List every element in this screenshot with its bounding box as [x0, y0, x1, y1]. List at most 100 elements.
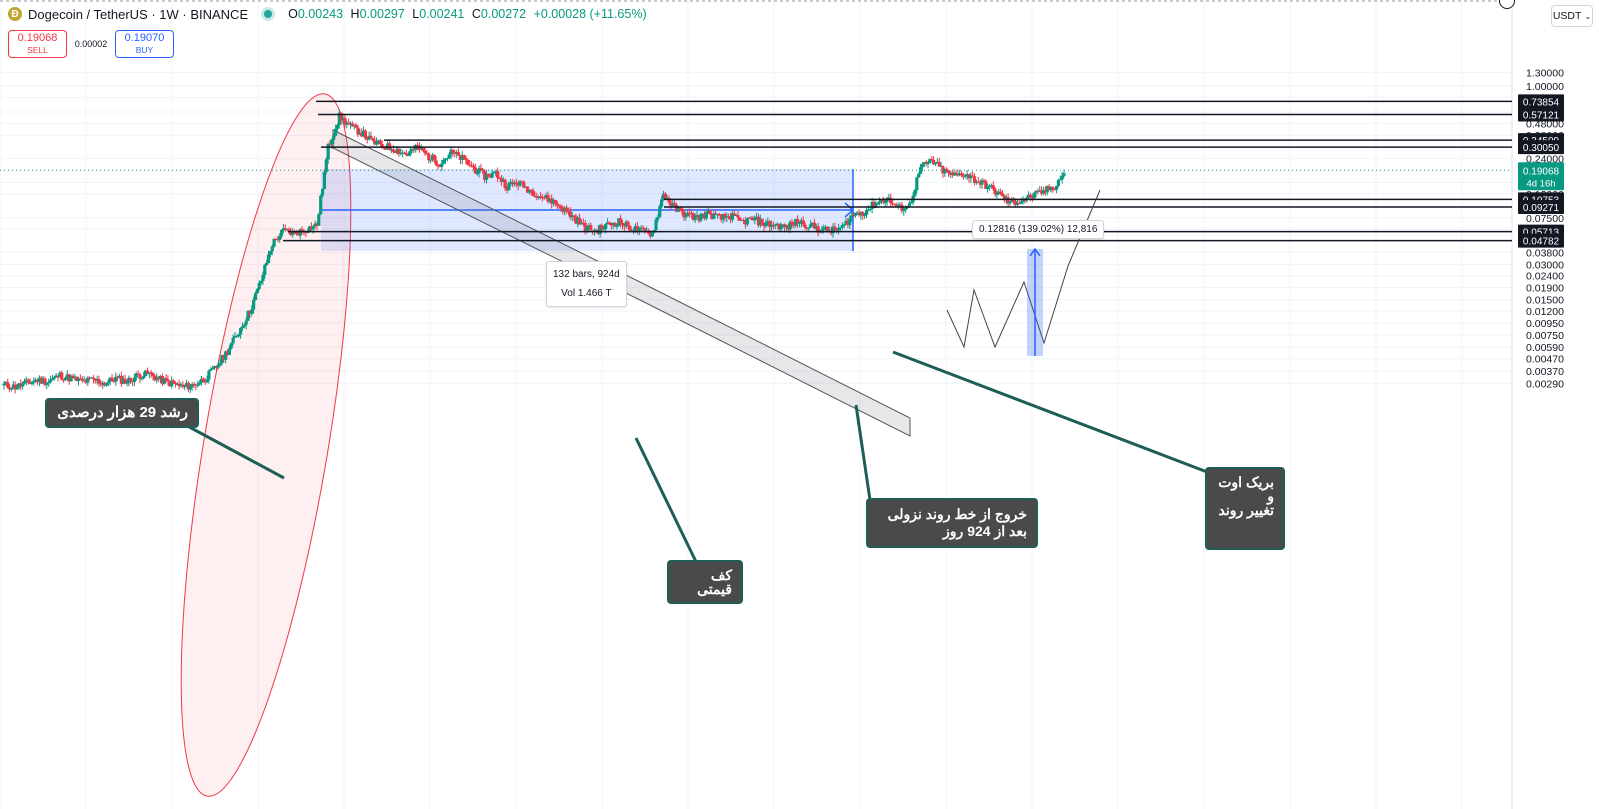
candle-body	[354, 124, 358, 128]
candle	[930, 155, 934, 161]
candle	[643, 227, 647, 234]
candle-body	[924, 162, 928, 164]
candle	[548, 198, 552, 204]
close-value: 0.00272	[480, 7, 527, 21]
candle-body	[272, 238, 276, 247]
candle-body	[891, 203, 895, 205]
symbol-title[interactable]: Dogecoin / TetherUS · 1W · BINANCE	[28, 6, 249, 22]
candle	[11, 380, 15, 390]
candle	[224, 350, 228, 364]
candle	[4, 381, 8, 386]
candle	[309, 222, 313, 231]
candle	[76, 376, 81, 386]
candle	[71, 373, 75, 379]
candle-body	[211, 367, 215, 370]
candle	[935, 158, 939, 164]
candle	[1038, 186, 1042, 193]
candle	[291, 228, 295, 238]
candle	[91, 374, 96, 384]
candle-body	[753, 217, 757, 221]
candle	[529, 189, 533, 196]
y-tick-label: 1.00000	[1526, 81, 1564, 93]
candle-body	[1041, 190, 1046, 194]
candle	[62, 379, 66, 383]
candle	[352, 124, 356, 130]
candle	[812, 218, 816, 230]
candle	[566, 207, 571, 216]
candle	[941, 165, 945, 178]
candle	[971, 171, 975, 177]
candle-body	[926, 163, 930, 165]
candle-body	[171, 380, 176, 383]
candle	[32, 377, 36, 386]
candle-body	[143, 370, 148, 377]
candle-body	[447, 154, 451, 158]
candle-body	[432, 154, 436, 161]
candle	[922, 161, 926, 168]
candle	[276, 235, 280, 243]
candle-body	[708, 210, 712, 215]
candle-body	[989, 185, 993, 187]
candle	[138, 372, 142, 384]
candle	[755, 212, 759, 221]
candle-body	[71, 376, 75, 378]
candle	[313, 220, 317, 229]
candle	[216, 361, 220, 370]
candle	[650, 231, 654, 237]
candle-body	[343, 117, 347, 125]
candle	[846, 217, 850, 228]
y-tick-label: 0.00290	[1526, 378, 1564, 390]
buy-button[interactable]: 0.19070 BUY	[115, 30, 174, 58]
candle	[1012, 197, 1016, 206]
candle	[958, 169, 962, 177]
y-tick-label: 0.03000	[1526, 259, 1564, 271]
candle	[907, 200, 911, 207]
candle-body	[997, 191, 1001, 194]
candle	[272, 238, 276, 248]
candle-body	[445, 157, 449, 159]
y-tick-label: 0.00370	[1526, 366, 1564, 378]
candle-body	[615, 225, 619, 227]
candle	[101, 380, 105, 389]
candle	[773, 223, 777, 230]
candle	[209, 366, 213, 371]
candle	[142, 371, 146, 380]
candle	[121, 375, 125, 385]
candle-body	[406, 154, 410, 156]
candle-body	[56, 375, 60, 378]
candle	[769, 220, 774, 231]
current-price-label: 0.19068	[1523, 166, 1560, 177]
candle-body	[63, 377, 68, 380]
y-tick-label: 0.48000	[1526, 118, 1564, 130]
candle-body	[173, 382, 177, 384]
candle-body	[900, 204, 904, 212]
candle-body	[358, 132, 362, 135]
candle-body	[550, 198, 554, 204]
candle	[140, 377, 144, 381]
candle-body	[887, 197, 891, 199]
candle	[758, 214, 762, 228]
candle-body	[477, 168, 481, 174]
candle-body	[393, 152, 397, 154]
sell-button[interactable]: 0.19068 SELL	[8, 30, 67, 58]
candle	[41, 376, 45, 384]
candle-body	[702, 213, 707, 219]
candle-body	[196, 384, 200, 386]
candle-body	[719, 215, 723, 220]
currency-select[interactable]: USDT ⌄	[1551, 5, 1593, 27]
candle	[361, 126, 366, 137]
candle-body	[328, 143, 332, 145]
candle	[84, 378, 88, 385]
candle	[54, 373, 58, 378]
candle	[406, 152, 410, 156]
candle-body	[404, 153, 408, 156]
candle-body	[194, 384, 198, 386]
candle	[194, 383, 198, 391]
candle	[358, 128, 362, 136]
candle-body	[941, 166, 945, 174]
y-tick-label: 0.00950	[1526, 318, 1564, 330]
level-tag	[1518, 233, 1564, 248]
candle-body	[47, 382, 51, 384]
candle-body	[855, 212, 859, 214]
